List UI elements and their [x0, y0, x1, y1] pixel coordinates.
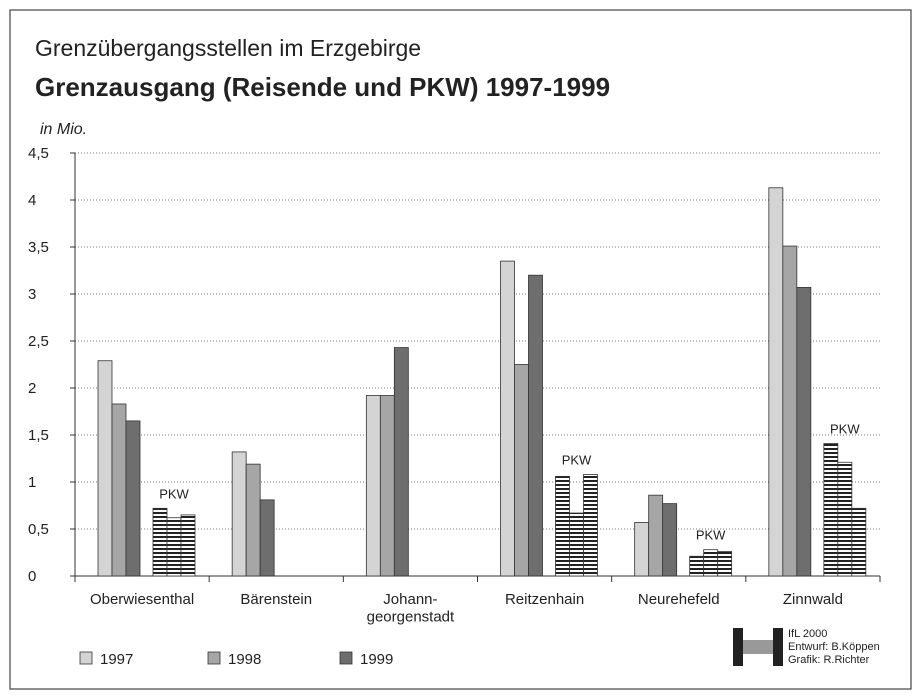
annotation: PKW	[696, 528, 726, 543]
y-axis-label: in Mio.	[40, 121, 87, 138]
bar	[583, 474, 598, 577]
bar	[851, 507, 867, 577]
frame	[9, 9, 912, 690]
y-tick-label: 1,5	[28, 427, 49, 444]
y-tick-label: 2	[28, 380, 36, 397]
y-tick-label: 3	[28, 286, 36, 303]
y-tick-label: 4,5	[28, 145, 49, 162]
x-tick-label: Oberwiesenthal	[90, 591, 194, 608]
y-tick-label: 3,5	[28, 239, 49, 256]
x-tick-label: Zinnwald	[783, 591, 843, 608]
bar	[97, 360, 113, 577]
legend-swatch	[207, 651, 221, 665]
credit: IfL 2000	[788, 628, 827, 640]
legend-swatch	[79, 651, 93, 665]
y-tick-label: 1	[28, 474, 36, 491]
y-tick-label: 2,5	[28, 333, 49, 350]
bar	[796, 287, 812, 577]
bar	[514, 364, 529, 577]
bar	[379, 395, 395, 577]
legend-label: 1999	[360, 651, 393, 668]
annotation: PKW	[159, 486, 189, 501]
bar	[528, 274, 543, 577]
bar	[166, 517, 182, 577]
bar	[125, 420, 141, 577]
bar	[111, 403, 127, 577]
y-tick-label: 4	[28, 192, 36, 209]
bar	[768, 187, 784, 577]
bar	[717, 551, 733, 577]
annotation: PKW	[830, 421, 860, 436]
chart-title: Grenzübergangsstellen im Erzgebirge	[35, 35, 421, 61]
bar	[500, 260, 515, 577]
y-tick-label: 0,5	[28, 521, 49, 538]
bar	[569, 512, 584, 577]
legend-swatch	[339, 651, 353, 665]
bar	[782, 245, 798, 577]
bar	[634, 522, 650, 577]
credit: Entwurf: B.Köppen	[788, 641, 880, 653]
legend-label: 1998	[228, 651, 261, 668]
bar	[555, 475, 570, 577]
bar	[231, 451, 247, 577]
bar	[662, 503, 678, 577]
chart-subtitle: Grenzausgang (Reisende und PKW) 1997-199…	[35, 72, 610, 102]
logo	[733, 628, 783, 666]
credit: Grafik: R.Richter	[788, 654, 870, 666]
bar	[703, 549, 719, 577]
legend-label: 1997	[100, 651, 133, 668]
bar	[393, 347, 409, 577]
bar	[180, 514, 196, 577]
annotation: PKW	[562, 452, 592, 467]
x-tick-label: Bärenstein	[240, 591, 312, 608]
y-tick-label: 0	[28, 568, 36, 585]
bar	[648, 494, 664, 577]
bar	[837, 461, 853, 577]
bar	[152, 507, 168, 577]
bar	[365, 395, 381, 577]
bar	[689, 555, 705, 577]
bar	[823, 443, 839, 577]
bar	[259, 499, 275, 577]
x-tick-label: Neurehefeld	[638, 591, 720, 608]
x-tick-label: Johann-georgenstadt	[367, 591, 455, 625]
x-tick-label: Reitzenhain	[505, 591, 584, 608]
bar	[245, 463, 261, 577]
